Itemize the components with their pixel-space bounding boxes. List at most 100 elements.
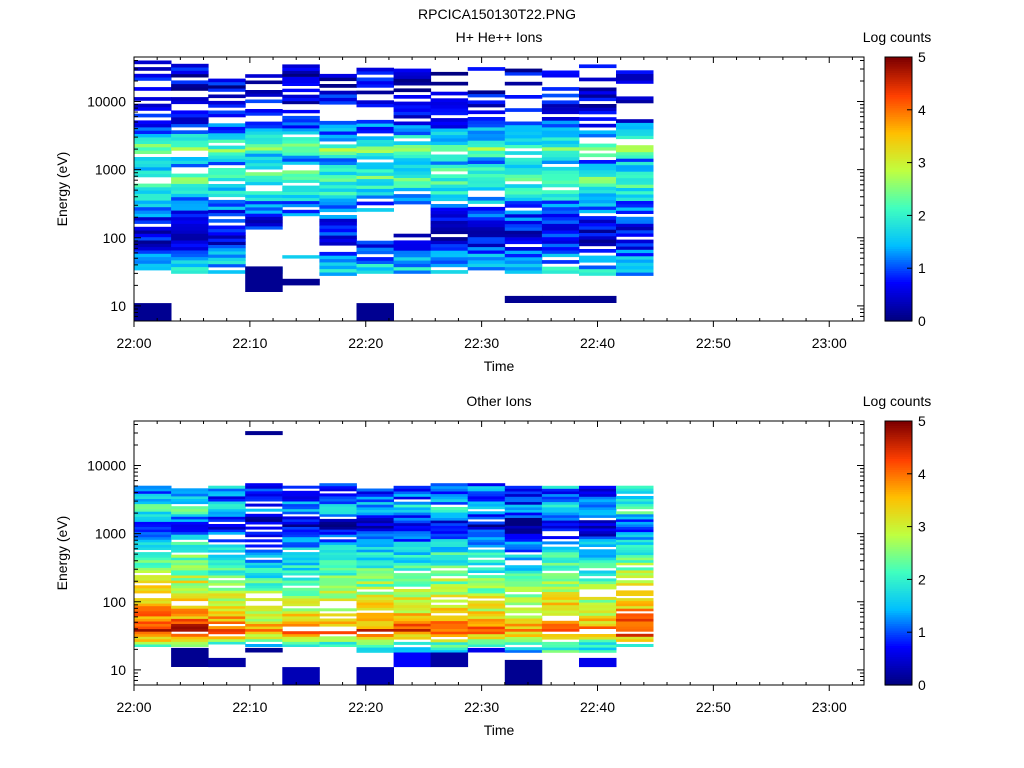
- spectrogram-cell: [579, 570, 617, 574]
- spectrogram-cell: [541, 525, 580, 529]
- spectrogram-cell: [579, 107, 617, 111]
- colorbar-segment: [885, 239, 912, 243]
- spectrogram-cell: [430, 509, 469, 513]
- spectrogram-cell: [393, 71, 432, 76]
- spectrogram-cell: [245, 485, 283, 489]
- colorbar-segment: [885, 566, 912, 569]
- spectrogram-cell: [579, 602, 617, 606]
- spectrogram-cell: [319, 564, 357, 568]
- colorbar-segment: [885, 261, 912, 265]
- colorbar-segment: [885, 550, 912, 554]
- spectrogram-cell: [282, 143, 320, 147]
- spectrogram-cell: [208, 126, 246, 131]
- spectrogram-cell: [579, 536, 617, 540]
- spectrogram-cell: [282, 140, 320, 144]
- spectrogram-cell: [171, 100, 209, 105]
- colorbar-segment: [885, 440, 912, 444]
- spectrogram-cell: [579, 530, 617, 534]
- spectrogram-cell: [356, 607, 394, 611]
- spectrogram-cell: [541, 233, 580, 238]
- spectrogram-cell: [134, 186, 172, 191]
- spectrogram-cell: [134, 490, 172, 494]
- spectrogram-cell: [393, 565, 432, 569]
- colorbar-segment: [885, 682, 912, 686]
- spectrogram-cell: [282, 203, 320, 208]
- spectrogram-cell: [393, 536, 432, 540]
- colorbar-segment: [885, 548, 912, 552]
- spectrogram-cell: [541, 180, 580, 184]
- spectrogram-cell: [208, 493, 246, 497]
- spectrogram-cell: [467, 516, 506, 520]
- colorbar-segment: [885, 184, 912, 188]
- spectrogram-cell: [504, 167, 543, 172]
- spectrogram-cell: [541, 266, 580, 271]
- spectrogram-cell: [616, 80, 654, 84]
- spectrogram-cell: [467, 266, 506, 271]
- spectrogram-cell: [579, 196, 617, 200]
- spectrogram-cell: [245, 153, 283, 157]
- spectrogram-cell: [616, 99, 654, 104]
- spectrogram-cell: [467, 644, 506, 647]
- spectrogram-cell: [430, 533, 469, 537]
- spectrogram-cell: [356, 165, 394, 170]
- colorbar-segment: [885, 127, 912, 131]
- colorbar-segment: [885, 109, 912, 113]
- spectrogram-cell: [171, 183, 209, 188]
- spectrogram-cell: [245, 549, 283, 553]
- spectrogram-cell: [356, 208, 394, 212]
- spectrogram-cell: [245, 191, 283, 195]
- spectrogram-cell: [208, 516, 246, 520]
- spectrogram-cell: [393, 581, 432, 585]
- spectrogram-cell: [541, 594, 580, 598]
- spectrogram-cell: [282, 644, 320, 647]
- spectrogram-cell: [393, 68, 432, 73]
- spectrogram-cell: [171, 557, 209, 561]
- spectrogram-cell: [171, 223, 209, 228]
- spectrogram-cell: [616, 242, 654, 247]
- spectrogram-cell: [245, 266, 283, 292]
- spectrogram-cell: [171, 230, 209, 234]
- spectrogram-cell: [579, 77, 617, 82]
- spectrogram-cell: [541, 522, 580, 526]
- spectrogram-cell: [579, 578, 617, 582]
- spectrogram-cell: [356, 596, 394, 600]
- spectrogram-cell: [541, 295, 580, 303]
- spectrogram-cell: [467, 511, 506, 515]
- spectrogram-cell: [245, 140, 283, 145]
- spectrogram-cell: [579, 626, 617, 629]
- spectrogram-cell: [134, 77, 172, 81]
- spectrogram-cell: [504, 565, 543, 569]
- spectrogram-cell: [430, 544, 469, 547]
- spectrogram-cell: [467, 647, 506, 653]
- spectrogram-cell: [171, 506, 209, 510]
- spectrogram-cell: [541, 200, 580, 204]
- spectrogram-cell: [393, 253, 432, 258]
- spectrogram-cell: [319, 518, 357, 522]
- spectrogram-cell: [504, 509, 543, 513]
- spectrogram-cell: [356, 257, 394, 261]
- colorbar-segment: [885, 570, 912, 574]
- spectrogram-cell: [134, 216, 172, 221]
- colorbar-segment: [885, 535, 912, 539]
- spectrogram-cell: [430, 581, 469, 585]
- spectrogram-cell: [134, 603, 172, 607]
- colorbar-tick-label: 2: [918, 571, 926, 587]
- spectrogram-cell: [282, 544, 320, 548]
- spectrogram-cell: [541, 170, 580, 174]
- spectrogram-cell: [504, 544, 543, 547]
- colorbar-segment: [885, 462, 912, 466]
- spectrogram-cell: [579, 169, 617, 174]
- spectrogram-cell: [541, 620, 580, 624]
- spectrogram-cell: [245, 165, 283, 170]
- spectrogram-cell: [467, 483, 506, 487]
- spectrogram-cell: [208, 559, 246, 563]
- colorbar-segment: [885, 561, 912, 565]
- colorbar-segment: [885, 478, 912, 481]
- spectrogram-cell: [504, 636, 543, 640]
- colorbar-segment: [885, 208, 912, 212]
- spectrogram-cell: [356, 71, 394, 75]
- colorbar-segment: [885, 665, 912, 668]
- spectrogram-cell: [393, 589, 432, 592]
- colorbar-segment: [885, 625, 912, 629]
- spectrogram-cell: [467, 117, 506, 121]
